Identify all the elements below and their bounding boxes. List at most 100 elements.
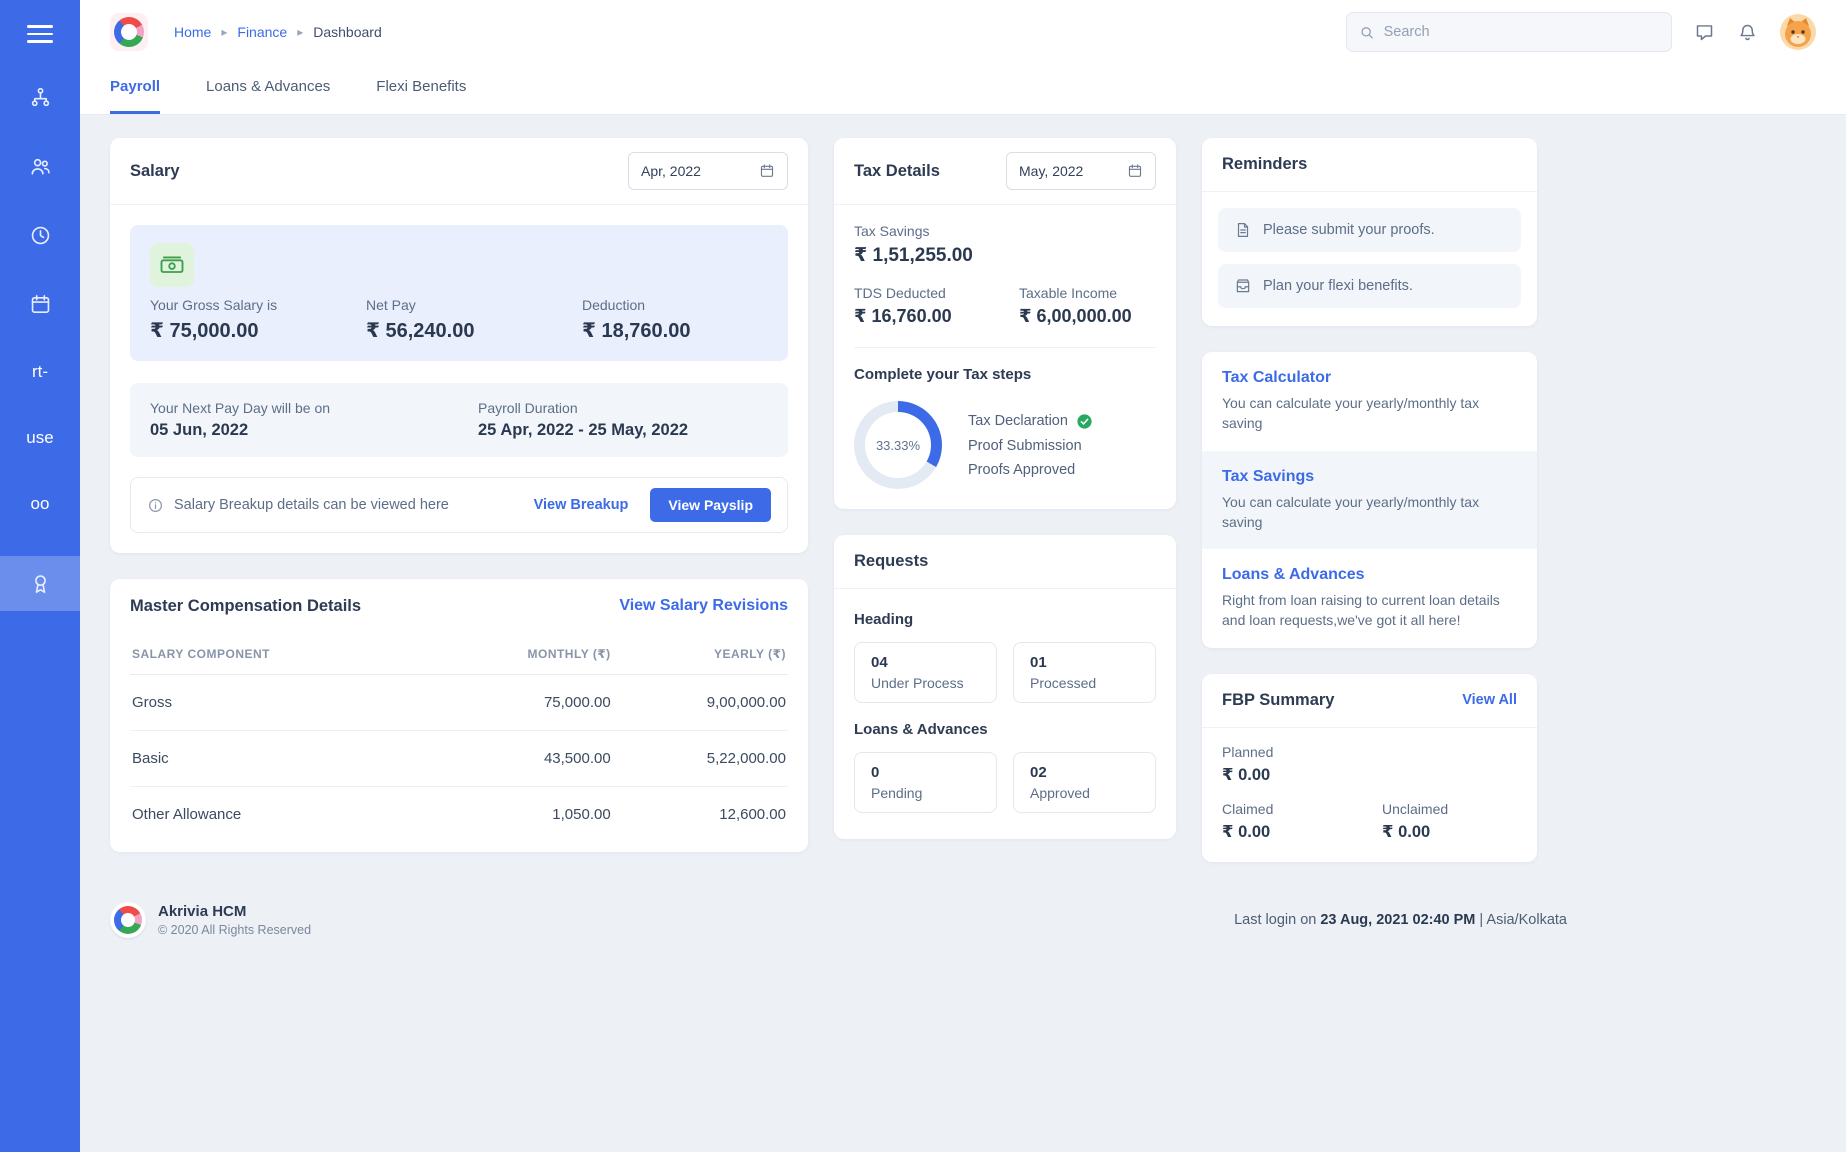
info-icon	[149, 498, 162, 512]
net-pay-label: Net Pay	[366, 297, 416, 313]
next-payday-label: Your Next Pay Day will be on	[150, 400, 331, 416]
tax-savings-value: ₹ 1,51,255.00	[854, 245, 973, 266]
app-logo[interactable]	[110, 13, 148, 51]
tax-step-proofs-approved: Proofs Approved	[968, 458, 1093, 482]
check-circle-icon	[1077, 413, 1092, 429]
gross-salary-block: Your Gross Salary is ₹ 75,000.00	[150, 243, 366, 343]
reminders-body: Please submit your proofs. Plan your fle…	[1202, 192, 1537, 326]
processed-box[interactable]: 01 Processed	[1013, 642, 1156, 703]
tax-step-proof-submission: Proof Submission	[968, 434, 1093, 458]
deduction-label: Deduction	[582, 297, 646, 313]
fbp-view-all-link[interactable]: View All	[1462, 692, 1517, 709]
sidebar-item-clipped-3[interactable]: oo	[0, 490, 80, 518]
salary-period-value: Apr, 2022	[641, 163, 701, 179]
under-process-box[interactable]: 04 Under Process	[854, 642, 997, 703]
tax-steps-list: Tax Declaration Proof Submission Proofs …	[968, 409, 1093, 482]
document-icon	[1237, 223, 1249, 237]
notifications-button[interactable]	[1737, 22, 1758, 43]
sidebar-item-orgchart[interactable]	[0, 82, 80, 113]
footer-copyright: © 2020 All Rights Reserved	[158, 922, 312, 937]
loans-advances-desc: Right from loan raising to current loan …	[1222, 592, 1500, 629]
breakup-actions: View Breakup View Payslip	[534, 488, 771, 522]
tax-progress-row: 33.33% Tax Declaration Proof Submission	[854, 401, 1156, 489]
tab-loans-advances[interactable]: Loans & Advances	[206, 78, 331, 95]
sidebar-item-payroll-active[interactable]	[0, 555, 80, 611]
breakup-note: Salary Breakup details can be viewed her…	[174, 497, 449, 513]
component-cell: Gross	[130, 674, 430, 731]
requests-group-heading: Loans & Advances	[854, 721, 988, 738]
reminder-text: Plan your flexi benefits.	[1263, 278, 1413, 294]
requests-group-row: 0 Pending 02 Approved	[854, 752, 1156, 813]
tax-period-picker[interactable]: May, 2022	[1006, 152, 1156, 190]
menu-toggle-icon[interactable]	[27, 20, 53, 48]
loans-advances-link[interactable]: Loans & Advances	[1222, 566, 1365, 584]
salary-period-picker[interactable]: Apr, 2022	[628, 152, 788, 190]
topbar-actions	[1346, 12, 1816, 52]
reminder-proofs[interactable]: Please submit your proofs.	[1218, 208, 1521, 252]
tab-payroll[interactable]: Payroll	[110, 64, 161, 114]
sidebar-item-time[interactable]	[0, 220, 80, 251]
calendar-icon	[1128, 164, 1142, 177]
sidebar-item-calendar[interactable]	[0, 289, 80, 320]
quicklink-tax-calculator: Tax Calculator You can calculate your ye…	[1202, 352, 1537, 451]
view-payslip-button[interactable]: View Payslip	[650, 488, 771, 522]
search-input[interactable]	[1383, 24, 1659, 40]
table-row: Gross 75,000.00 9,00,000.00	[130, 674, 788, 731]
sidebar-item-people[interactable]	[0, 151, 80, 182]
tab-flexi-benefits[interactable]: Flexi Benefits	[376, 78, 467, 95]
sidebar-item-clipped-2[interactable]: use	[0, 424, 80, 452]
view-salary-revisions-link[interactable]: View Salary Revisions	[619, 597, 788, 614]
search-box[interactable]	[1346, 12, 1672, 52]
search-icon	[1361, 26, 1373, 38]
table-row: Basic 43,500.00 5,22,000.00	[130, 730, 788, 787]
payroll-duration-block: Payroll Duration 25 Apr, 2022 - 25 May, …	[478, 400, 768, 440]
fbp-claimed-value: ₹ 0.00	[1222, 822, 1271, 841]
module-tabs: Payroll Loans & Advances Flexi Benefits	[80, 64, 1846, 115]
chevron-right-icon: ▸	[297, 25, 304, 39]
col-yearly: YEARLY (₹)	[612, 633, 788, 675]
monthly-cell: 75,000.00	[429, 674, 613, 731]
breadcrumb-current: Dashboard	[313, 24, 382, 40]
last-login-time: 23 Aug, 2021 02:40 PM	[1320, 911, 1476, 928]
messages-button[interactable]	[1694, 22, 1715, 43]
page-footer: Akrivia HCM © 2020 All Rights Reserved L…	[80, 888, 1567, 958]
tax-details-card: Tax Details May, 2022 Tax Savings ₹ 1,51…	[834, 138, 1176, 509]
deduction-value: ₹ 18,760.00	[582, 320, 691, 342]
breadcrumb-home[interactable]: Home	[174, 24, 212, 40]
app-logo-icon	[114, 905, 142, 934]
topbar: Home ▸ Finance ▸ Dashboard	[80, 0, 1846, 64]
column-left: Salary Apr, 2022 Your Gros	[110, 138, 808, 888]
approved-box[interactable]: 02 Approved	[1013, 752, 1156, 813]
main-area: Home ▸ Finance ▸ Dashboard	[80, 0, 1846, 1152]
requests-group-heading: Heading	[854, 611, 914, 628]
breadcrumb: Home ▸ Finance ▸ Dashboard	[174, 24, 382, 40]
col-monthly: MONTHLY (₹)	[429, 633, 613, 675]
payroll-duration-value: 25 Apr, 2022 - 25 May, 2022	[478, 421, 689, 439]
requests-group-row: 04 Under Process 01 Processed	[854, 642, 1156, 703]
tax-savings-link[interactable]: Tax Savings	[1222, 467, 1315, 485]
breadcrumb-finance[interactable]: Finance	[237, 24, 288, 40]
requests-card: Requests Heading 04 Under Process 01 Pro…	[834, 535, 1176, 839]
footer-last-login: Last login on 23 Aug, 2021 02:40 PM | As…	[1234, 912, 1567, 928]
salary-summary-panel: Your Gross Salary is ₹ 75,000.00 Net Pay…	[130, 225, 788, 361]
user-avatar[interactable]	[1780, 14, 1816, 50]
salary-title: Salary	[130, 161, 180, 180]
column-right: Reminders Please submit your proofs. Pla…	[1202, 138, 1537, 888]
compensation-card: Master Compensation Details View Salary …	[110, 579, 808, 852]
view-breakup-link[interactable]: View Breakup	[533, 497, 629, 513]
fbp-planned-label: Planned	[1222, 743, 1274, 760]
tray-icon	[1236, 279, 1250, 293]
clock-icon	[31, 226, 49, 244]
sidebar-item-clipped-1[interactable]: rt-	[0, 358, 80, 386]
gross-salary-value: ₹ 75,000.00	[150, 320, 259, 342]
salary-card: Salary Apr, 2022 Your Gros	[110, 138, 808, 553]
avatar-cat-icon	[1785, 18, 1811, 47]
deduction-block: Deduction ₹ 18,760.00	[582, 243, 768, 343]
reminder-flexi[interactable]: Plan your flexi benefits.	[1218, 264, 1521, 308]
tax-calculator-link[interactable]: Tax Calculator	[1222, 369, 1332, 386]
next-payday-block: Your Next Pay Day will be on 05 Jun, 202…	[150, 400, 478, 440]
tax-step-label: Proof Submission	[968, 437, 1082, 454]
pending-box[interactable]: 0 Pending	[854, 752, 997, 813]
fbp-planned-block: Planned ₹ 0.00	[1222, 744, 1517, 785]
